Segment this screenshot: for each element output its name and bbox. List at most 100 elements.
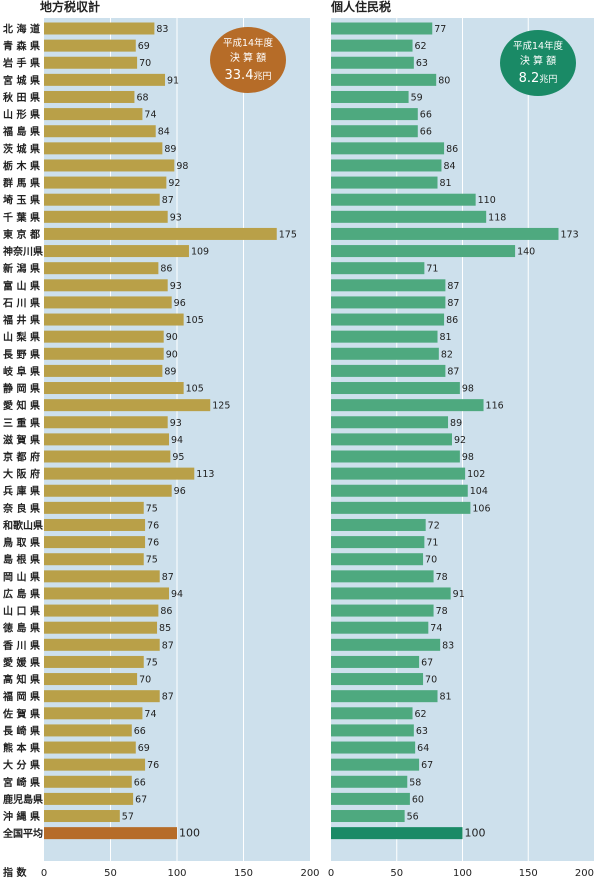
category-label: 兵 庫 県: [3, 485, 40, 498]
category-label: 秋 田 県: [3, 91, 40, 104]
value-label: 87: [447, 298, 459, 309]
category-label: 三 重 県: [3, 416, 40, 429]
value-label: 66: [420, 127, 432, 138]
category-label: 愛 知 県: [3, 399, 40, 412]
category-label: 愛 媛 県: [3, 656, 40, 669]
bar: [331, 193, 476, 206]
category-label: 広 島 県: [3, 587, 40, 600]
value-label: 57: [122, 812, 134, 823]
value-label: 98: [462, 452, 474, 463]
bar: [44, 433, 170, 446]
bar: [331, 382, 460, 395]
bar: [44, 792, 134, 805]
value-label: 76: [147, 538, 159, 549]
value-label: 86: [446, 315, 458, 326]
bar: [331, 159, 442, 172]
category-label: 長 崎 県: [3, 724, 40, 737]
bar: [44, 176, 167, 189]
category-label: 京 都 府: [3, 451, 40, 464]
value-label: 60: [412, 794, 424, 805]
value-label: 125: [212, 401, 230, 412]
value-label: 75: [146, 657, 158, 668]
category-label: 大 分 県: [3, 759, 40, 772]
category-label: 福 井 県: [2, 314, 40, 327]
bar: [331, 570, 434, 583]
category-label: 山 形 県: [3, 108, 40, 121]
category-label: 岡 山 県: [3, 570, 40, 583]
category-label: 石 川 県: [2, 296, 40, 309]
bar: [44, 142, 163, 155]
value-label: 78: [436, 572, 448, 583]
value-label: 87: [162, 195, 174, 206]
value-label: 74: [430, 623, 442, 634]
bar: [44, 416, 168, 429]
category-label: 茨 城 県: [3, 142, 40, 155]
category-label: 富 山 県: [3, 279, 40, 292]
bar: [331, 313, 445, 326]
badge-amount-unit: 兆円: [539, 74, 557, 85]
category-label: 青 森 県: [3, 40, 40, 53]
value-label: 77: [434, 24, 446, 35]
badge-year: 平成14年度: [223, 37, 274, 49]
bar: [44, 159, 175, 172]
average-value-label: 100: [465, 827, 486, 840]
x-tick-label: 150: [519, 868, 538, 879]
value-label: 87: [447, 366, 459, 377]
value-label: 89: [450, 418, 462, 429]
value-label: 81: [440, 332, 452, 343]
bar: [44, 621, 158, 634]
bar: [44, 536, 146, 549]
value-label: 75: [146, 503, 158, 514]
x-tick-label: 200: [575, 868, 594, 879]
value-label: 62: [415, 709, 427, 720]
bar: [44, 553, 144, 566]
value-label: 71: [426, 264, 438, 275]
category-label: 奈 良 県: [2, 502, 40, 515]
x-axis-label: 指 数: [3, 866, 27, 879]
bar: [331, 467, 466, 480]
value-label: 87: [447, 281, 459, 292]
value-label: 109: [191, 247, 209, 258]
bar: [331, 22, 433, 35]
category-label: 島 根 県: [3, 553, 40, 566]
value-label: 91: [453, 589, 465, 600]
category-label: 岩 手 県: [2, 57, 40, 70]
bar: [331, 210, 487, 223]
bar: [44, 775, 132, 788]
value-label: 81: [440, 692, 452, 703]
category-label: 香 川 県: [3, 639, 40, 652]
value-label: 70: [425, 675, 437, 686]
bar: [331, 707, 413, 720]
x-tick-label: 150: [234, 868, 253, 879]
value-label: 82: [441, 349, 453, 360]
bar: [331, 56, 414, 69]
bar: [44, 90, 135, 103]
value-label: 113: [196, 469, 214, 480]
bar: [331, 810, 405, 823]
bar: [44, 741, 136, 754]
bar: [331, 518, 426, 531]
bar: [331, 655, 420, 668]
bar: [331, 741, 416, 754]
bar: [44, 108, 143, 121]
bar: [44, 518, 146, 531]
value-label: 70: [139, 58, 151, 69]
bar: [331, 330, 438, 343]
category-label: 栃 木 県: [3, 159, 40, 172]
badge-caption: 決 算 額: [230, 51, 266, 64]
category-label: 沖 縄 県: [3, 810, 40, 823]
x-tick-label: 0: [41, 868, 47, 879]
average-bar: [331, 827, 463, 840]
value-label: 87: [162, 572, 174, 583]
value-label: 71: [426, 538, 438, 549]
value-label: 76: [147, 760, 159, 771]
bar: [44, 330, 164, 343]
bar: [44, 279, 168, 292]
bar: [331, 125, 418, 138]
bar: [331, 484, 468, 497]
bar: [44, 724, 132, 737]
value-label: 58: [409, 777, 421, 788]
category-label: 全国平均: [2, 827, 43, 840]
bar: [44, 501, 144, 514]
